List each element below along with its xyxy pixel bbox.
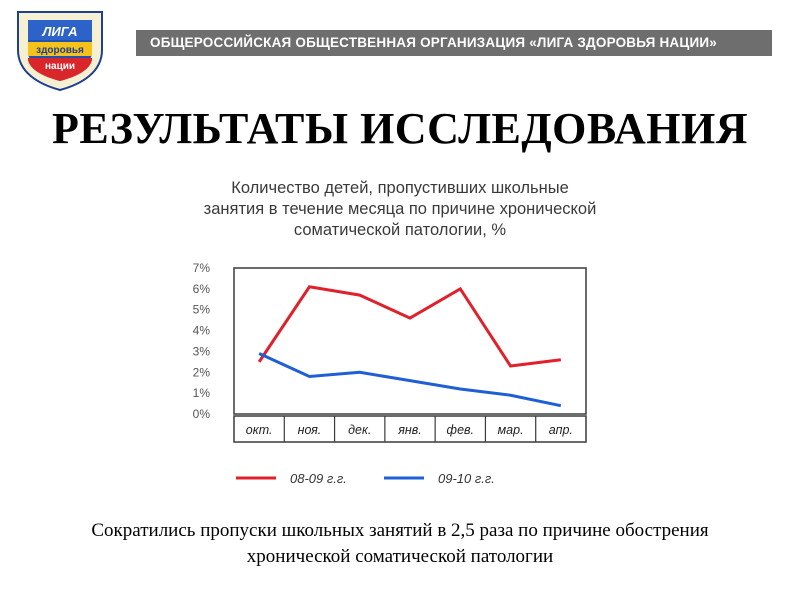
caption: Сократились пропуски школьных занятий в … [20, 518, 780, 570]
x-category-label: ноя. [298, 423, 322, 437]
y-tick-label: 0% [193, 407, 211, 421]
caption-line2: хронической соматической патологии [246, 546, 554, 567]
y-tick-label: 7% [193, 261, 211, 275]
y-tick-label: 6% [193, 282, 211, 296]
chart-title-line2: занятия в течение месяца по причине хрон… [203, 200, 597, 218]
x-category-label: фев. [447, 423, 475, 437]
category-strip [233, 415, 587, 443]
plot-frame [233, 267, 587, 415]
series-line-1 [257, 285, 562, 368]
x-category-label: окт. [246, 423, 273, 437]
logo-line2: здоровья [36, 45, 84, 56]
legend-label-2: 09-10 г.г. [438, 471, 495, 486]
chart-title-line3: соматической патологии, % [293, 221, 507, 239]
y-tick-label: 2% [193, 365, 211, 379]
logo-line3: нации [45, 61, 75, 72]
series-line-2 [258, 352, 562, 408]
organization-logo: ЛИГА здоровья нации [12, 6, 108, 92]
x-category-label: дек. [348, 423, 371, 437]
page-title: РЕЗУЛЬТАТЫ ИССЛЕДОВАНИЯ [52, 104, 748, 153]
header-organization-banner: ОБЩЕРОССИЙСКАЯ ОБЩЕСТВЕННАЯ ОРГАНИЗАЦИЯ … [136, 30, 772, 56]
y-tick-label: 3% [193, 344, 211, 358]
legend-label-1: 08-09 г.г. [290, 471, 347, 486]
y-tick-label: 4% [193, 324, 211, 338]
x-category-label: апр. [549, 423, 573, 437]
logo-line1: ЛИГА [42, 24, 78, 39]
y-tick-label: 5% [193, 303, 211, 317]
x-category-label: мар. [498, 423, 524, 437]
y-tick-label: 1% [193, 386, 211, 400]
chart-title: Количество детей, пропустивших школьные … [150, 178, 650, 241]
caption-line1: Сократились пропуски школьных занятий в … [91, 520, 709, 541]
chart-title-line1: Количество детей, пропустивших школьные [231, 179, 569, 197]
x-category-label: янв. [397, 423, 422, 437]
